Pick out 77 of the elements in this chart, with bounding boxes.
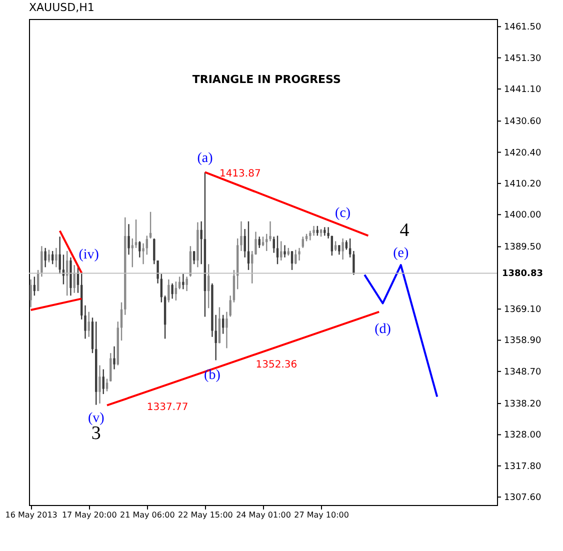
candlestick	[98, 364, 101, 404]
candlestick	[254, 231, 257, 256]
y-tick-label: 1369.10	[504, 305, 542, 316]
candlestick	[207, 264, 210, 309]
chart-title: XAUUSD,H1	[29, 1, 94, 14]
candlestick	[30, 278, 32, 308]
x-tick-label: 24 May 01:00	[236, 510, 291, 520]
candlestick	[88, 311, 90, 338]
candlestick	[58, 236, 61, 275]
annotation: 4	[400, 220, 410, 241]
candlestick	[294, 249, 297, 265]
candlestick	[342, 238, 344, 260]
candlestick	[149, 211, 152, 240]
candlestick	[40, 246, 43, 278]
candlestick	[309, 230, 312, 241]
annotation: 1352.36	[256, 359, 298, 370]
y-tick-label: 1420.40	[504, 148, 542, 158]
candlestick	[276, 235, 279, 265]
annotation: (e)	[393, 246, 409, 261]
y-tick-label: 1400.00	[504, 210, 542, 221]
y-tick-label: 1307.60	[504, 493, 542, 504]
candlestick	[244, 228, 246, 258]
annotation: (a)	[197, 151, 214, 166]
candlestick	[284, 244, 286, 258]
candlestick	[113, 346, 116, 370]
x-tick-label: 16 May 2013	[5, 510, 58, 520]
y-tick-label: 1430.60	[504, 117, 542, 128]
candlestick	[200, 220, 202, 265]
annotation: (c)	[335, 206, 351, 222]
annotation: TRIANGLE IN PROGRESS	[192, 73, 341, 86]
annotation: 1413.87	[219, 168, 261, 180]
candlestick	[338, 244, 340, 256]
candlestick	[352, 250, 355, 276]
candlestick	[171, 282, 174, 300]
candlestick	[142, 242, 144, 265]
candlestick	[186, 276, 188, 292]
candlestick	[84, 304, 86, 340]
candlestick	[73, 264, 76, 294]
y-tick-label: 1348.70	[504, 367, 542, 378]
candlestick	[298, 247, 300, 262]
y-tick-label: 1389.50	[504, 242, 542, 253]
x-tick-label: 27 May 10:00	[294, 510, 349, 520]
candlestick	[55, 247, 58, 268]
annotation: 1337.77	[146, 402, 188, 414]
candlestick	[168, 278, 170, 303]
candlestick	[302, 236, 304, 249]
y-tick-label: 1461.50	[504, 22, 542, 33]
annotation: (b)	[204, 368, 221, 384]
annotation: (d)	[374, 322, 392, 338]
ref-line-label: 1380.83	[502, 269, 543, 280]
candlestick	[327, 226, 330, 240]
candlestick	[106, 378, 108, 392]
candlestick	[330, 235, 334, 256]
x-tick-label: 21 May 06:00	[120, 510, 175, 520]
candlestick	[348, 238, 352, 258]
y-tick-label: 1328.00	[504, 430, 542, 441]
candlestick	[138, 240, 141, 258]
x-tick-label: 17 May 20:00	[62, 510, 117, 520]
annotation: 3	[91, 423, 101, 444]
y-tick-label: 1441.10	[504, 84, 542, 95]
y-tick-label: 1317.80	[504, 462, 542, 472]
y-tick-label: 1338.20	[504, 400, 542, 410]
candlestick	[128, 224, 130, 256]
y-tick-label: 1451.30	[504, 54, 542, 64]
line-series	[364, 264, 438, 398]
candlestick	[182, 273, 184, 290]
candlestick	[102, 368, 104, 395]
candlestick	[240, 220, 242, 252]
candlestick	[269, 220, 272, 242]
y-tick-label: 1358.90	[504, 336, 542, 346]
candlestick	[44, 247, 46, 268]
annotation: (iv)	[78, 247, 100, 262]
candlestick	[334, 240, 337, 252]
x-tick-label: 22 May 15:00	[178, 510, 233, 520]
candlestick	[312, 225, 315, 236]
annotation: (v)	[88, 410, 105, 426]
y-tick-label: 1410.20	[504, 179, 542, 190]
